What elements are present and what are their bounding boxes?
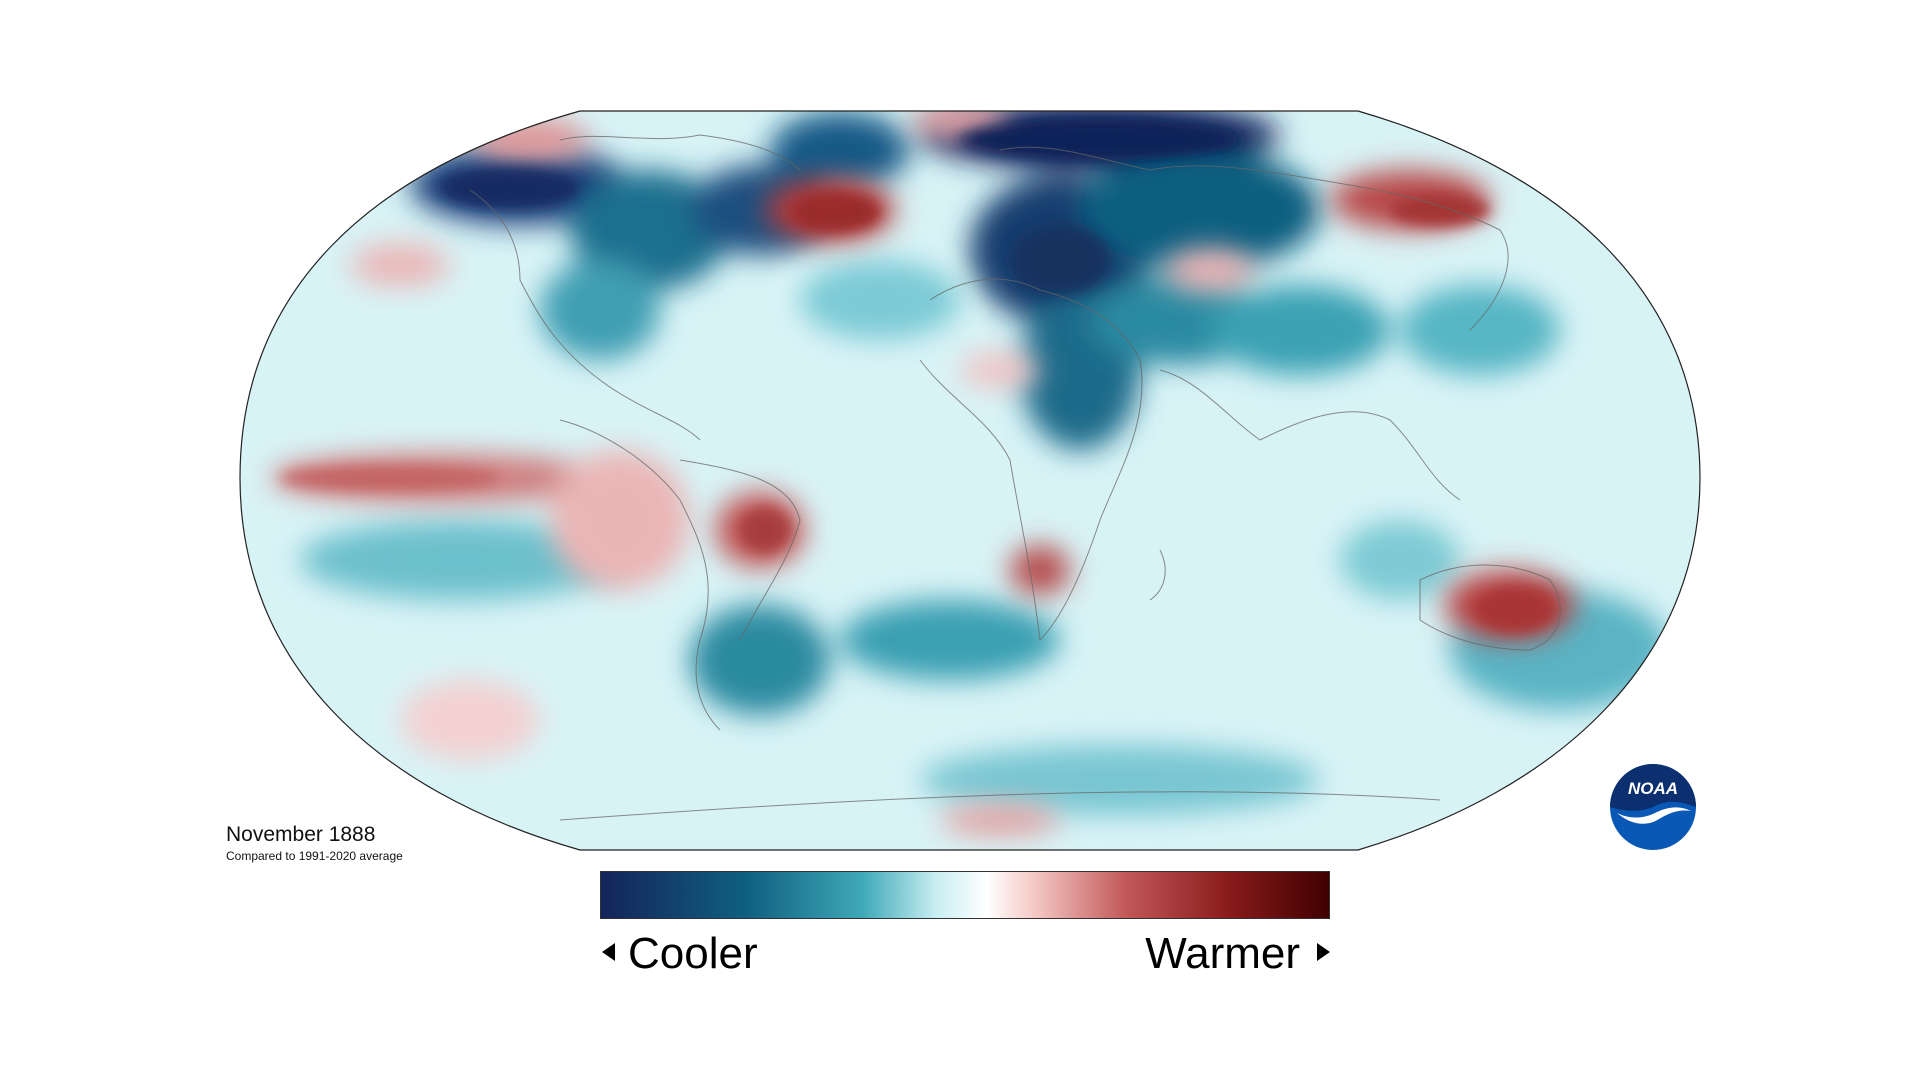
cooler-label: Cooler [602,928,758,980]
map-caption: November 1888 Compared to 1991-2020 aver… [226,822,403,864]
map-title: November 1888 [226,823,376,846]
noaa-logo-text: NOAA [1628,779,1678,798]
coastlines [469,134,1561,821]
arrow-right-icon [1317,943,1330,962]
warmer-label: Warmer [1145,928,1330,980]
anomaly-field [240,111,1700,850]
cooler-text: Cooler [628,929,758,978]
noaa-logo-icon: NOAA [1610,764,1696,850]
map-subtitle: Compared to 1991-2020 average [226,849,403,863]
warmer-text: Warmer [1145,929,1300,978]
colorbar [600,871,1330,919]
map-border [239,110,1701,851]
colorbar-fill [600,871,1330,919]
arrow-left-icon [602,943,615,962]
sharp-anomaly-cores [280,120,1555,632]
